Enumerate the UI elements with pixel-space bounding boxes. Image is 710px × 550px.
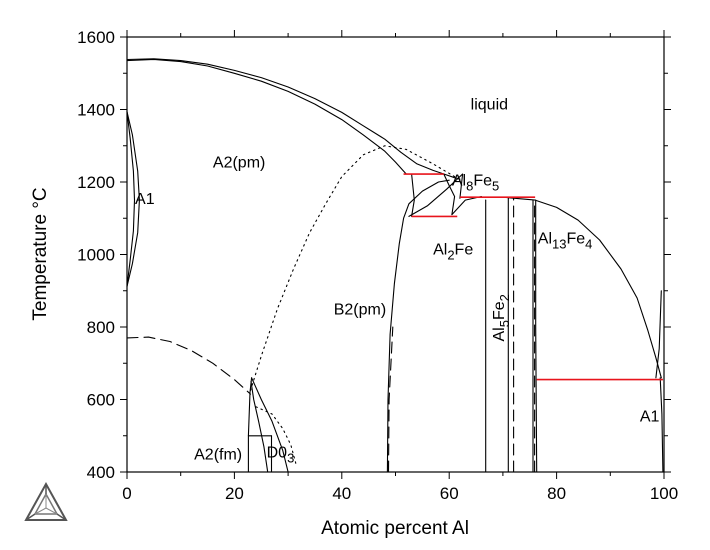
y-tick-label: 600	[87, 391, 115, 410]
y-tick-label: 1400	[77, 101, 115, 120]
x-tick-label: 20	[225, 484, 244, 503]
phase-label-al13fe4: Al13Fe4	[538, 231, 593, 252]
phase-label-a1right: A1	[640, 408, 660, 425]
x-tick-label: 40	[332, 484, 351, 503]
phase-label-al8fe5: Al8Fe5	[452, 173, 499, 194]
phase-label-a2pm: A2(pm)	[213, 155, 265, 172]
phase-label-al2fe: Al2Fe	[433, 242, 473, 263]
y-tick-label: 1600	[77, 28, 115, 47]
axis-tick-labels: 0 20 40 60 80 100 400 600 800 1000 1200 1400 1600	[77, 28, 678, 503]
phase-label-b2pm: B2(pm)	[334, 301, 386, 318]
boundary-magnetic	[126, 336, 252, 395]
boundary-a1_left_inner	[126, 111, 136, 287]
y-tick-label: 800	[87, 318, 115, 337]
boundary-solidus_right	[655, 290, 662, 379]
boundary-al2fe_left	[411, 173, 415, 217]
x-tick-label: 100	[650, 484, 678, 503]
boundary-d03_a2_b2_2	[250, 380, 269, 473]
boundary-al2fe_liquid	[451, 195, 482, 216]
y-tick-label: 1200	[77, 173, 115, 192]
boundary-solidus_a2	[126, 58, 407, 175]
boundary-liquidus_right	[502, 196, 662, 379]
x-axis-title: Atomic percent Al	[321, 518, 469, 539]
boundary-a1_left_outer	[126, 111, 140, 287]
phase-label-al5fe2: Al5Fe2	[491, 294, 512, 341]
boundary-al8fe5_right	[443, 173, 456, 216]
y-tick-label: 400	[87, 463, 115, 482]
phase-boundaries	[126, 58, 664, 473]
thermo-calc-logo-icon	[24, 481, 68, 521]
phase-label-a2fm: A2(fm)	[194, 446, 242, 463]
boundary-a1_right_solvus	[659, 377, 664, 473]
phase-label-a1left: A1	[135, 191, 155, 208]
phase-labels: liquid A2(pm) A1 B2(pm) A2(fm) A1 Al8Fe5 Al2Fe A…	[135, 97, 659, 466]
phase-label-liquid: liquid	[471, 97, 508, 114]
boundary-d03_a2_b2_1	[251, 377, 289, 473]
plot-frame	[126, 36, 665, 473]
boundary-d03_left	[247, 377, 253, 473]
boundary-al8fe5_low	[408, 173, 464, 217]
y-tick-label: 1000	[77, 246, 115, 265]
boundary-b2_al2fe_dashed	[387, 326, 394, 473]
y-axis-title: Temperature °C	[30, 187, 51, 320]
x-tick-label: 60	[440, 484, 459, 503]
axis-ticks	[120, 30, 671, 479]
x-tick-label: 0	[122, 484, 131, 503]
boundary-a2_b2_order	[249, 145, 456, 391]
x-tick-label: 80	[547, 484, 566, 503]
plot-area	[126, 36, 665, 473]
invariant-lines	[403, 173, 663, 381]
boundary-b2_al2fe_left	[386, 179, 450, 473]
boundary-al13fe4_right	[535, 199, 538, 473]
phase-label-d03: D03	[267, 445, 295, 466]
boundary-liquidus_left	[126, 58, 461, 180]
